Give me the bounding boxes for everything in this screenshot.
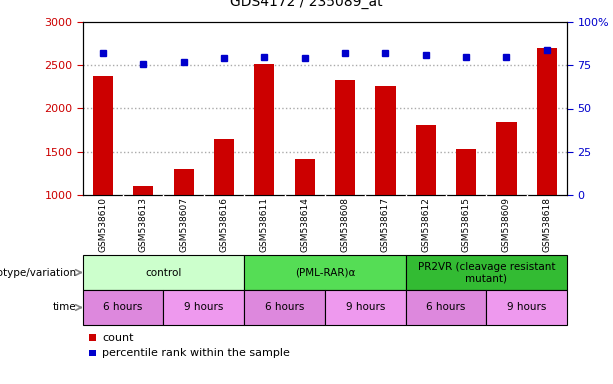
Bar	[537, 48, 557, 195]
Bar	[254, 65, 275, 195]
Text: GSM538617: GSM538617	[381, 197, 390, 253]
Text: 9 hours: 9 hours	[346, 303, 385, 313]
Bar	[83, 290, 164, 325]
Text: genotype/variation: genotype/variation	[0, 268, 77, 278]
Text: (PML-RAR)α: (PML-RAR)α	[295, 268, 355, 278]
Text: 9 hours: 9 hours	[507, 303, 546, 313]
Text: time: time	[53, 303, 77, 313]
Bar	[173, 169, 194, 195]
Text: GSM538612: GSM538612	[421, 197, 430, 252]
Text: 6 hours: 6 hours	[265, 303, 304, 313]
Text: GSM538618: GSM538618	[543, 197, 551, 253]
Text: count: count	[102, 333, 134, 343]
Text: GSM538609: GSM538609	[502, 197, 511, 253]
Text: GSM538611: GSM538611	[260, 197, 269, 253]
Bar	[416, 125, 436, 195]
Bar	[244, 290, 325, 325]
Text: GSM538615: GSM538615	[462, 197, 471, 253]
Bar	[325, 290, 406, 325]
Bar	[214, 139, 234, 195]
Text: percentile rank within the sample: percentile rank within the sample	[102, 348, 290, 358]
Bar	[497, 122, 517, 195]
Text: GSM538607: GSM538607	[179, 197, 188, 253]
Bar	[375, 86, 395, 195]
Bar	[335, 80, 355, 195]
Bar	[456, 149, 476, 195]
Bar	[133, 186, 153, 195]
Bar	[244, 255, 406, 290]
Bar	[164, 290, 244, 325]
Text: PR2VR (cleavage resistant
mutant): PR2VR (cleavage resistant mutant)	[417, 262, 555, 283]
Text: GSM538614: GSM538614	[300, 197, 309, 252]
Text: 6 hours: 6 hours	[426, 303, 466, 313]
Bar	[406, 255, 567, 290]
Text: GSM538608: GSM538608	[341, 197, 349, 253]
Text: GSM538613: GSM538613	[139, 197, 148, 253]
Text: control: control	[145, 268, 181, 278]
Bar	[93, 76, 113, 195]
Text: 9 hours: 9 hours	[184, 303, 224, 313]
Bar	[486, 290, 567, 325]
Text: GSM538616: GSM538616	[219, 197, 229, 253]
Bar	[83, 255, 244, 290]
Bar	[406, 290, 486, 325]
Text: GSM538610: GSM538610	[99, 197, 107, 253]
Text: 6 hours: 6 hours	[104, 303, 143, 313]
Text: GDS4172 / 235089_at: GDS4172 / 235089_at	[230, 0, 383, 8]
Bar	[295, 159, 315, 195]
